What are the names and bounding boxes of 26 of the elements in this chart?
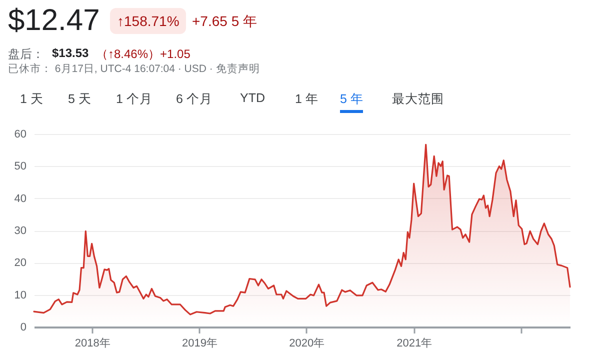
x-tick-label: 2021年 [396,338,432,350]
y-tick-label: 50 [14,160,26,173]
y-tick-label: 10 [14,289,26,302]
x-tick-label: 2018年 [74,338,110,350]
text: ↑158.71% [110,8,186,34]
y-tick-label: 40 [14,192,26,205]
text: 最大范围 [392,91,444,108]
y-tick-label: 20 [14,257,26,270]
text: 5 天 [68,91,92,108]
text: 1 天 [20,91,44,108]
text: （↑8.46%）+1.05 [96,46,190,63]
text: 1 年 [295,91,318,108]
text: 盘后： [8,46,44,63]
text: 已休市： 6月17日, UTC-4 16:07:04 · USD · 免责声明 [8,62,260,76]
chart-title: $12.47 [8,4,100,38]
text: 1 个月 [116,91,152,108]
text: 6 个月 [176,91,212,108]
x-tick-label: 2019年 [182,338,218,350]
y-tick-label: 30 [14,225,26,237]
x-tick-label: 2020年 [289,338,325,350]
text: $13.53 [52,46,89,60]
text: +7.65 5 年 [192,13,257,31]
y-tick-label: 60 [14,128,26,140]
text: 5 年 [340,91,364,113]
y-tick-label: 0 [20,322,26,334]
text: YTD [240,91,265,105]
